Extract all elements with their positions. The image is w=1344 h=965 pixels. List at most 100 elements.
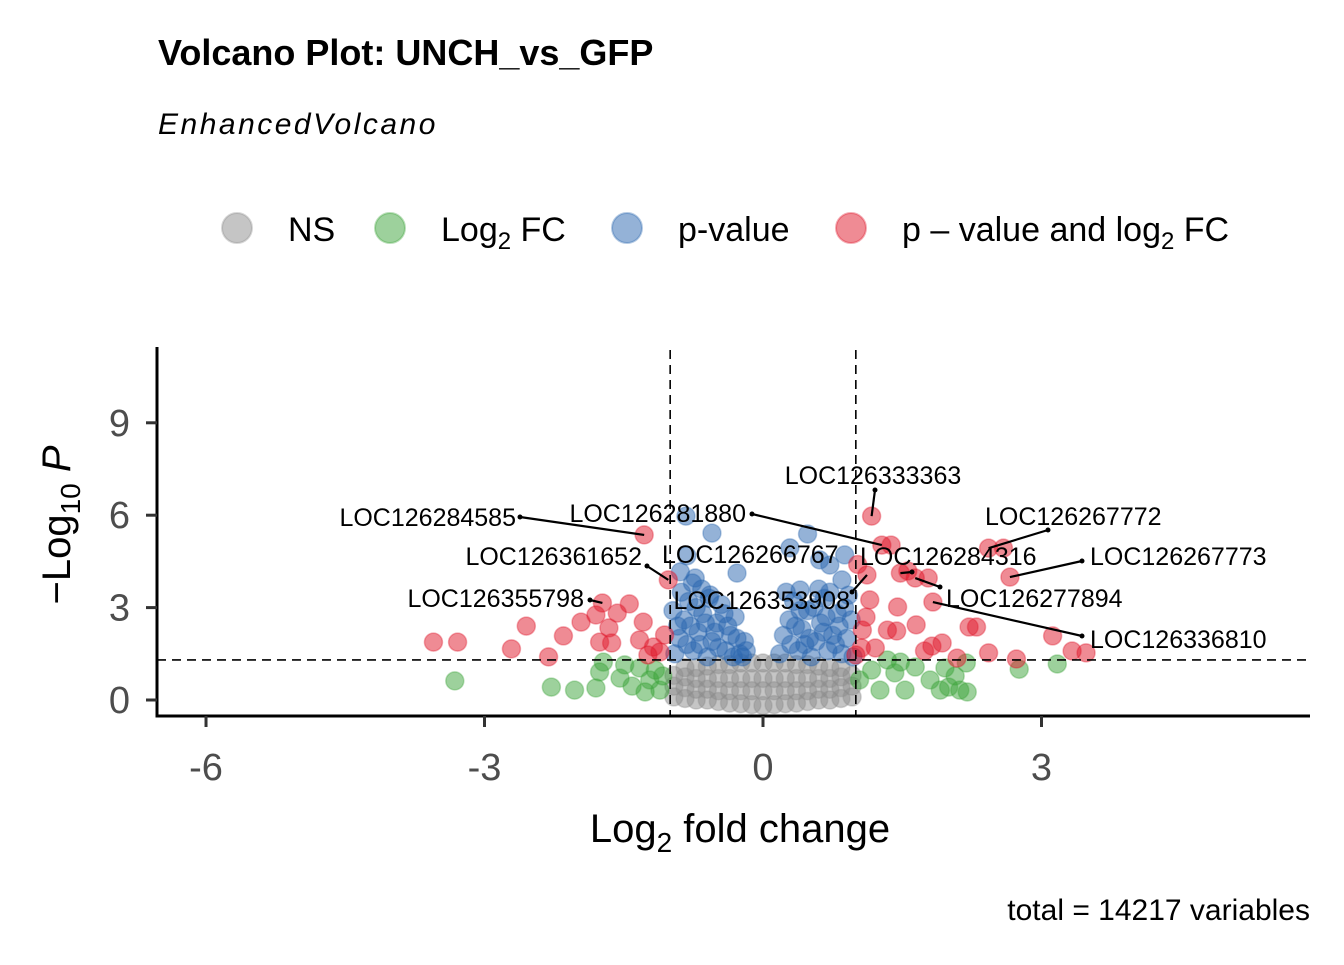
point-fc — [614, 655, 635, 675]
connector-arrowhead — [1079, 633, 1085, 639]
connector-arrowhead — [517, 514, 523, 520]
gene-label: LOC126281880 — [569, 500, 746, 528]
point-both — [553, 626, 574, 646]
legend-item-fc: Log2 FC — [374, 211, 566, 255]
y-tick-label: 9 — [109, 403, 130, 445]
point-fc — [1047, 654, 1068, 674]
point-fc — [861, 660, 882, 680]
connector-arrowhead — [1079, 558, 1085, 564]
point-fc — [935, 658, 955, 678]
x-axis-title: Log2 fold change — [590, 807, 890, 858]
point-both — [1076, 643, 1096, 663]
point-both — [423, 632, 444, 652]
point-fc — [541, 677, 562, 697]
connector-arrowhead — [644, 563, 650, 569]
point-both — [860, 590, 880, 610]
point-p — [820, 555, 840, 575]
label-connector — [519, 515, 645, 537]
label-connector — [932, 600, 1083, 638]
point-both — [1006, 649, 1027, 669]
point-both — [906, 615, 926, 635]
gene-label: LOC126353908 — [673, 587, 850, 615]
legend-label: p-value — [678, 211, 790, 249]
point-fc — [593, 652, 614, 672]
legend-swatch — [221, 212, 253, 244]
connector-arrowhead — [1045, 527, 1051, 533]
connector-arrowhead — [937, 584, 943, 590]
gene-label: LOC126336810 — [1090, 626, 1267, 654]
point-p — [780, 538, 800, 558]
legend-item-p: p-value — [611, 211, 790, 249]
point-p — [682, 573, 703, 593]
legend-label: Log2 FC — [441, 211, 566, 255]
point-p — [799, 628, 820, 649]
point-p — [677, 546, 697, 566]
gene-label: LOC126361652 — [465, 543, 642, 571]
y-tick-label: 6 — [109, 495, 130, 537]
point-fc — [652, 666, 673, 686]
label-connector — [914, 576, 941, 589]
point-fc — [895, 680, 915, 700]
chart-subtitle: EnhancedVolcano — [158, 108, 438, 141]
point-both — [516, 616, 537, 636]
point-both — [886, 621, 907, 641]
point-p — [714, 604, 734, 624]
x-tick-label: -6 — [189, 747, 223, 789]
legend-swatch — [835, 212, 867, 244]
caption: total = 14217 variables — [1007, 894, 1310, 927]
point-p — [820, 582, 840, 602]
chart-title: Volcano Plot: UNCH_vs_GFP — [158, 32, 653, 73]
point-both — [447, 632, 468, 652]
point-both — [619, 594, 640, 614]
legend-item-both: p – value and log2 FC — [835, 211, 1229, 255]
label-connector — [751, 512, 883, 547]
connector-arrowhead — [587, 597, 593, 603]
gene-labels: LOC126333363 LOC126284585 LOC126281880 LOC1… — [339, 462, 1266, 654]
gene-label: LOC126266767 — [662, 541, 839, 569]
point-p — [677, 634, 697, 655]
legend-swatch — [374, 212, 406, 244]
point-fc — [635, 682, 655, 702]
point-fc — [870, 680, 890, 700]
point-fc — [564, 680, 585, 700]
connector-arrowhead — [872, 487, 878, 493]
legend-label: NS — [288, 211, 335, 249]
point-p — [727, 628, 747, 649]
point-p — [667, 616, 688, 636]
label-connector — [1009, 559, 1083, 579]
point-both — [978, 643, 999, 663]
y-tick-label: 3 — [109, 588, 130, 630]
gene-label: LOC126277894 — [946, 585, 1123, 613]
point-both — [501, 639, 522, 659]
point-p — [825, 634, 846, 655]
point-both — [947, 648, 967, 668]
x-tick-label: 3 — [1031, 747, 1052, 789]
point-both — [932, 633, 952, 653]
point-both — [966, 617, 987, 637]
point-both — [601, 633, 622, 653]
gene-label: LOC126355798 — [407, 585, 584, 613]
point-fc — [586, 678, 606, 698]
point-p — [832, 570, 852, 590]
point-p — [781, 634, 801, 655]
point-p — [676, 506, 696, 526]
point-p — [727, 563, 747, 583]
gene-label: LOC126284585 — [339, 504, 516, 532]
point-both — [654, 625, 675, 645]
point-p — [816, 607, 836, 627]
point-both — [538, 647, 559, 667]
point-p — [702, 523, 722, 543]
x-tick-label: -3 — [468, 747, 502, 789]
label-connector — [851, 574, 868, 593]
point-fc — [445, 671, 465, 691]
label-connector — [646, 565, 669, 581]
axes: 0 3 6 9 -6 -3 0 3 — [109, 347, 1310, 789]
gene-label: LOC126284316 — [860, 543, 1037, 571]
point-p — [776, 582, 796, 602]
gene-label: LOC126267773 — [1090, 543, 1267, 571]
connector-arrowhead — [849, 589, 855, 595]
legend-item-ns: NS — [221, 211, 335, 249]
connector-arrowhead — [749, 511, 755, 517]
connector-arrowhead — [909, 569, 915, 575]
